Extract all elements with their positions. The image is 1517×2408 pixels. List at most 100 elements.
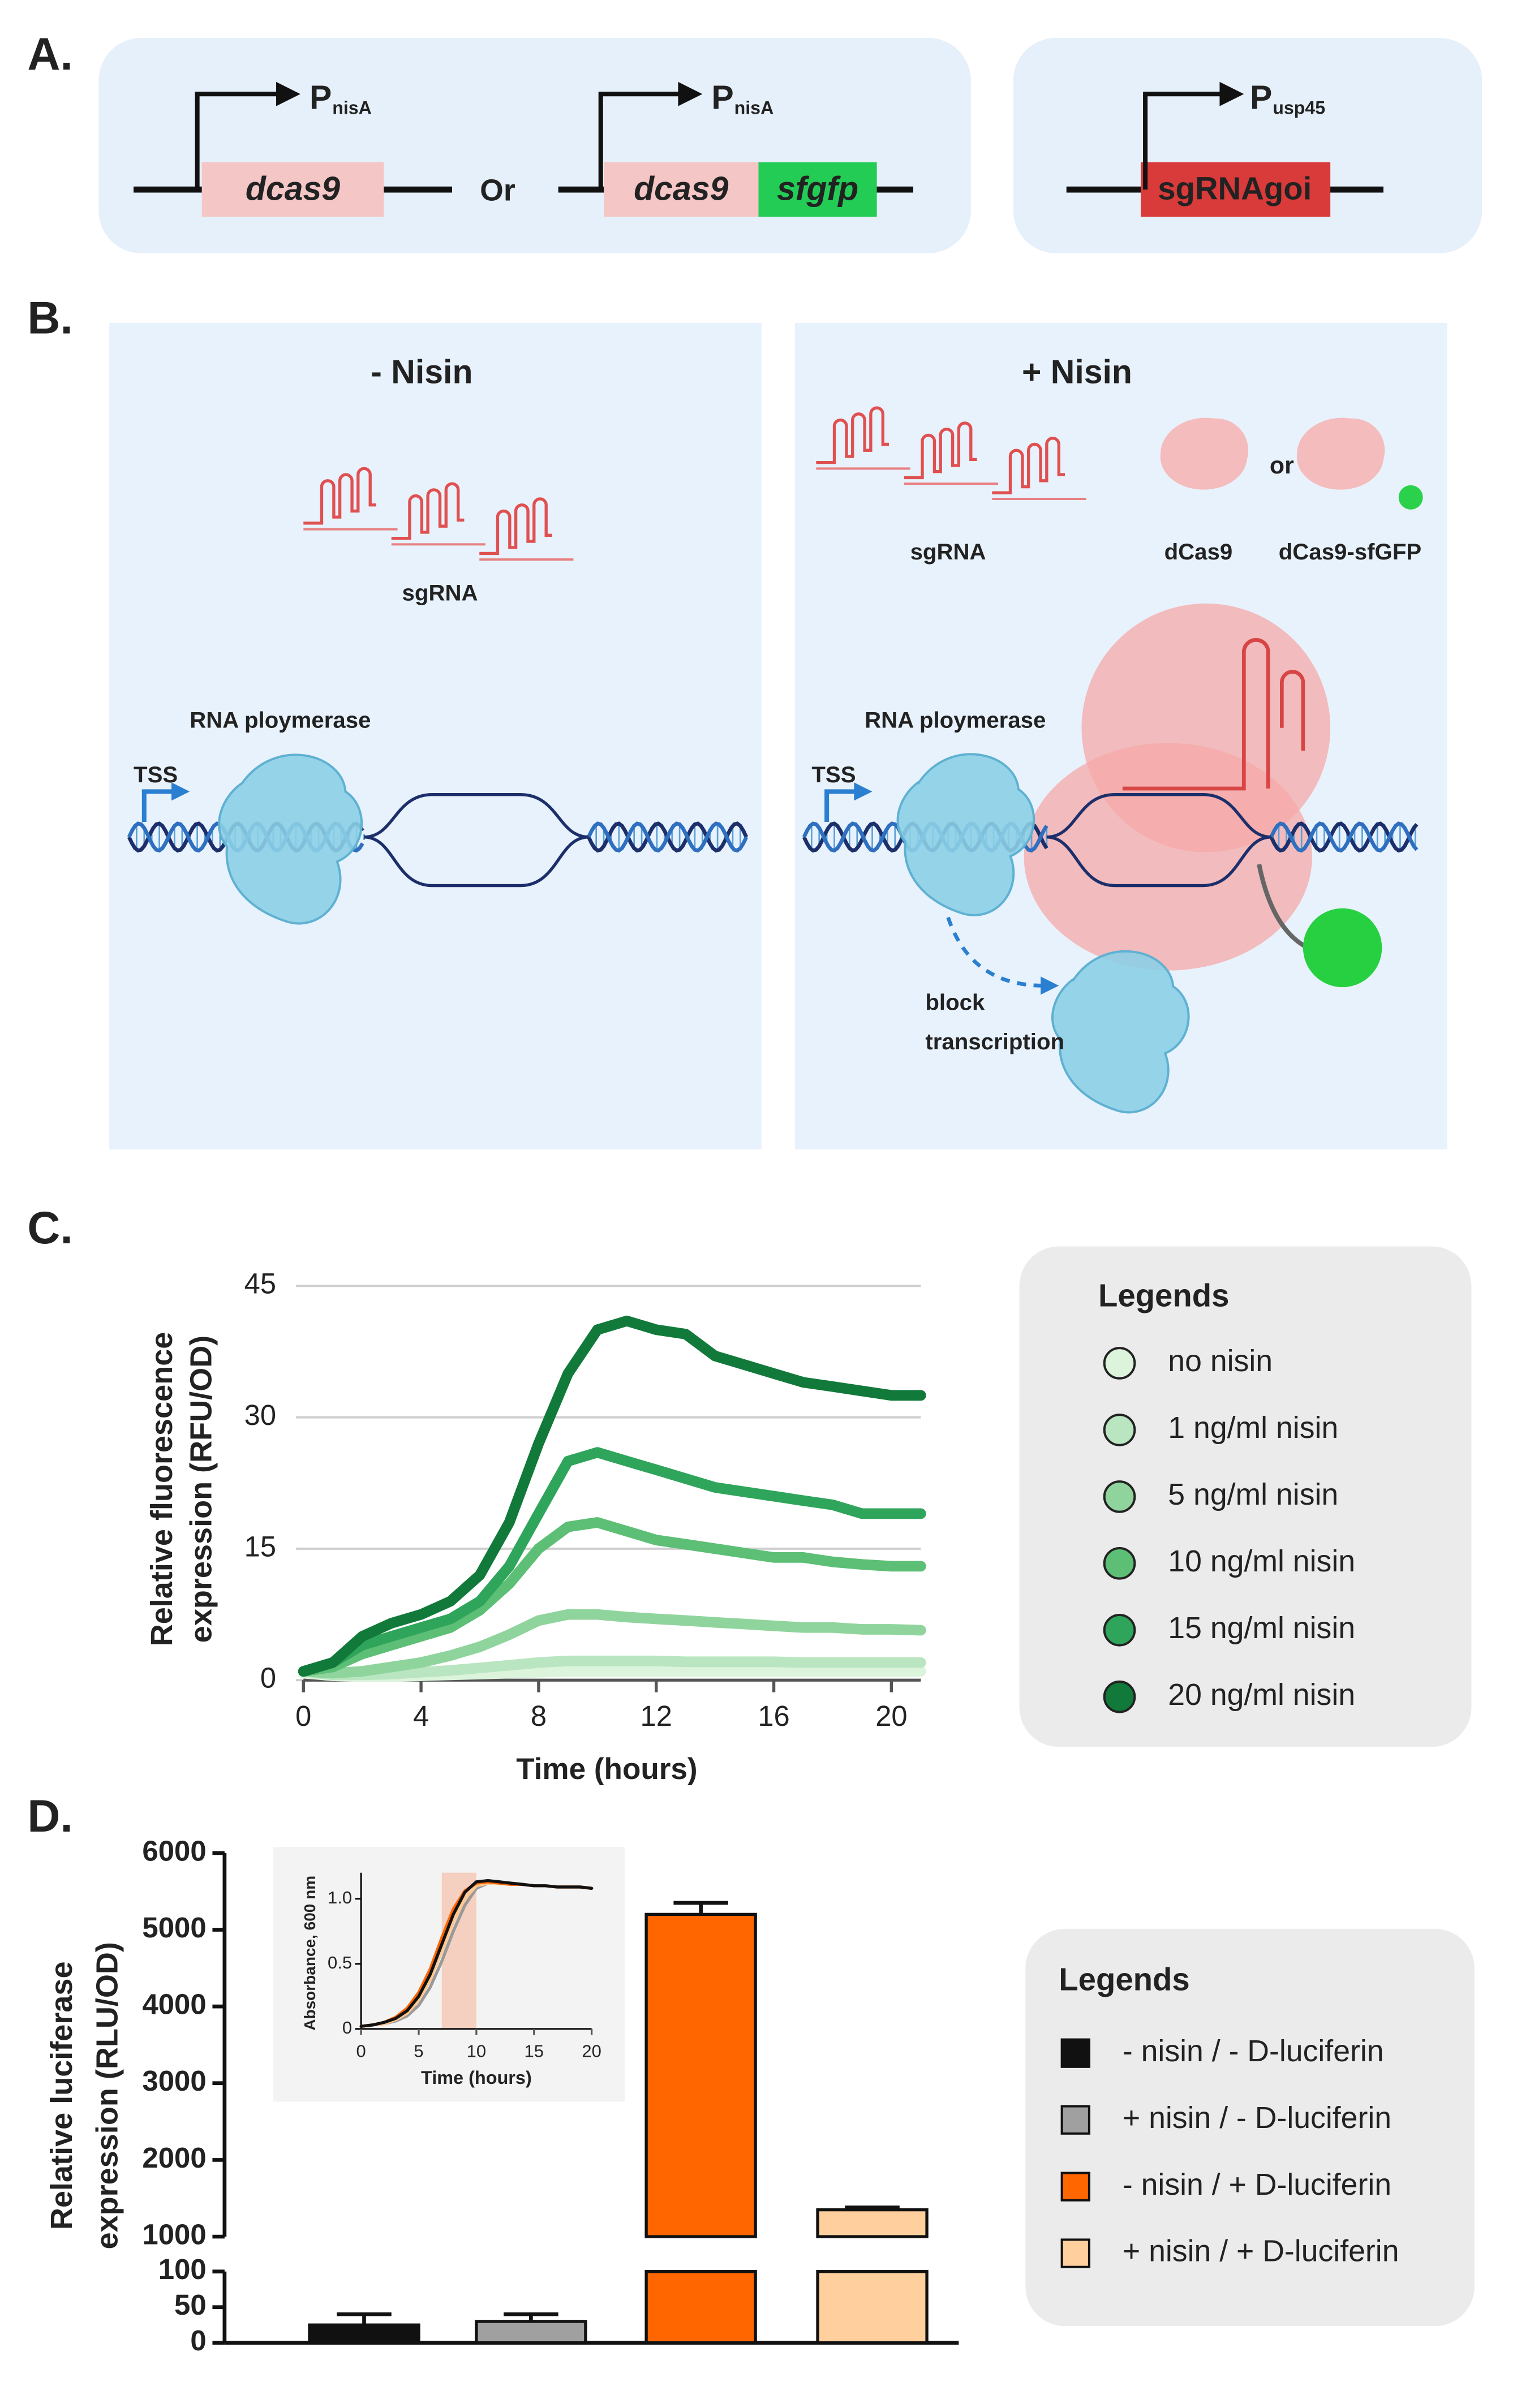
arrow-head (171, 782, 190, 801)
gene-label: sgRNAgoi (1158, 171, 1312, 206)
arrow-head (1041, 976, 1059, 995)
x-tick-label: 10 (467, 2041, 486, 2061)
error-bar (337, 2312, 392, 2325)
dna-bubble (1046, 835, 1271, 888)
error-bar (504, 2312, 558, 2321)
legend-swatch (1060, 2105, 1090, 2135)
bar (475, 2320, 587, 2345)
bar (644, 1912, 757, 2238)
promoter-subscript: nisA (734, 98, 774, 118)
block-label: transcription (925, 1029, 1064, 1054)
y-tick-label: 0 (342, 2018, 352, 2037)
legend-swatch (1060, 2038, 1090, 2068)
rna-polymerase (896, 753, 1035, 916)
x-tick-label: 12 (641, 1700, 672, 1732)
y-tick-label: 0 (260, 1662, 276, 1694)
legend-swatch (1103, 1480, 1136, 1513)
dcas9-label: dCas9 (1164, 539, 1233, 565)
x-axis-label: Time (hours) (421, 2067, 532, 2088)
tss-arrow (141, 789, 175, 822)
legend-label: 15 ng/ml nisin (1168, 1611, 1355, 1645)
x-axis-label: Time (hours) (516, 1752, 697, 1786)
dna-bubble (1046, 793, 1271, 839)
gfp (1398, 485, 1423, 510)
legend-label: + nisin / - D-luciferin (1123, 2101, 1391, 2135)
legend-label: - nisin / - D-luciferin (1123, 2034, 1384, 2068)
sgrna (904, 421, 977, 480)
panel-label: A. (27, 29, 72, 80)
polymerase-label: RNA ploymerase (865, 708, 1046, 733)
sgrna (479, 497, 552, 555)
y-tick-label: 4000 (142, 1988, 206, 2021)
bar (816, 2208, 929, 2238)
legend-label: 10 ng/ml nisin (1168, 1544, 1355, 1578)
condition-title: + Nisin (1022, 354, 1132, 391)
rna-polymerase (218, 753, 363, 925)
or-label: or (1270, 452, 1294, 479)
legend-label: + nisin / + D-luciferin (1123, 2234, 1399, 2268)
sgrna (1122, 637, 1305, 791)
legend-title: Legends (1098, 1278, 1229, 1313)
dna-bubble (364, 835, 589, 888)
gene-box (201, 162, 384, 217)
promoter-label: P (1250, 80, 1272, 117)
dna-strand (587, 821, 749, 853)
arrow-head (678, 81, 703, 106)
y-axis-label: expression (RFU/OD) (184, 1336, 218, 1643)
condition-box (109, 322, 762, 1149)
sgrna-label: sgRNA (402, 580, 478, 605)
series-line (298, 1609, 926, 1679)
block-arrow (946, 916, 1044, 988)
series-line (298, 1655, 926, 1681)
x-tick-label: 4 (413, 1700, 429, 1732)
y-tick-label: 15 (244, 1530, 276, 1562)
promoter-arrow (598, 92, 683, 190)
gene-box (758, 162, 877, 217)
legend-label: 1 ng/ml nisin (1168, 1411, 1338, 1445)
series-line (298, 1447, 926, 1677)
x-tick-label: 15 (525, 2041, 544, 2061)
error-bar (845, 2205, 900, 2210)
y-axis-label: expression (RLU/OD) (90, 1942, 124, 2249)
sgrna (816, 406, 889, 464)
gene-box (604, 162, 759, 217)
legend-box (1025, 1928, 1475, 2327)
y-tick-label: 2000 (142, 2142, 206, 2174)
tss-label: TSS (134, 762, 178, 787)
gene-label: sfgfp (777, 170, 858, 207)
promoter-subscript: nisA (332, 98, 372, 118)
promoter-arrow (1143, 92, 1224, 190)
y-tick-label: 6000 (142, 1834, 206, 1867)
tss-arrow (824, 789, 857, 822)
promoter-arrow (195, 92, 281, 190)
y-tick-label: 100 (158, 2253, 207, 2285)
panel-label: B. (27, 293, 72, 344)
x-tick-label: 0 (295, 1700, 311, 1732)
legend-label: - nisin / + D-luciferin (1123, 2168, 1391, 2202)
block-label: block (925, 989, 985, 1015)
y-tick-label: 50 (174, 2289, 207, 2321)
series-line (359, 1879, 594, 2028)
y-tick-label: 30 (244, 1399, 276, 1431)
legend-swatch (1103, 1347, 1136, 1380)
dna-strand (1269, 821, 1419, 853)
dna-bubble (364, 793, 589, 839)
promoter-label: P (711, 80, 733, 117)
legend-swatch (1103, 1613, 1136, 1647)
legend-swatch (1060, 2238, 1090, 2268)
y-tick-label: 1000 (142, 2219, 206, 2251)
legend-swatch (1103, 1547, 1136, 1580)
legend-swatch (1060, 2172, 1090, 2202)
x-tick-label: 5 (414, 2041, 423, 2061)
bar (644, 2270, 757, 2345)
y-tick-label: 5000 (142, 1911, 206, 1944)
x-tick-label: 8 (531, 1700, 547, 1732)
y-tick-label: 3000 (142, 2065, 206, 2097)
tss-label: TSS (811, 762, 856, 787)
or-label: Or (480, 174, 515, 208)
panel-label: D. (27, 1791, 72, 1842)
bar (308, 2323, 420, 2345)
protein (1160, 417, 1249, 490)
